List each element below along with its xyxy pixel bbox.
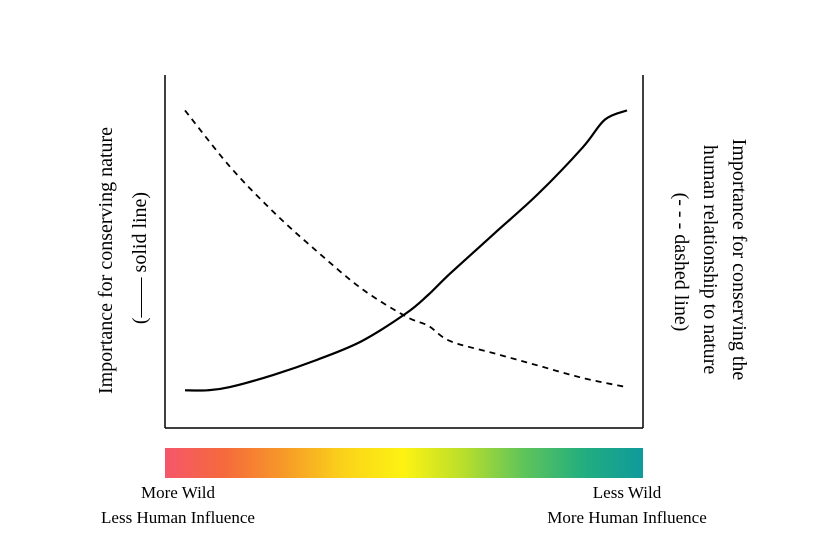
left-axis-label-line1: Importance for conserving nature: [95, 127, 117, 394]
right-axis-label: Importance for conserving the human rela…: [670, 139, 750, 386]
right-axis-label-line2: human relationship to nature: [699, 145, 721, 375]
left-axis-label-line2: (—— solid line): [129, 192, 151, 324]
right-caption: Less Wild More Human Influence: [522, 480, 732, 530]
right-axis-label-line3: (- - - dashed line): [670, 193, 692, 332]
left-caption: More Wild Less Human Influence: [78, 480, 278, 530]
right-axis-label-line1: Importance for conserving the: [728, 139, 750, 381]
left-caption-line1: More Wild: [78, 480, 278, 505]
series-layer: [185, 110, 627, 390]
dashed-line-human-relationship: [185, 110, 627, 387]
left-axis-label: Importance for conserving nature (—— sol…: [95, 122, 151, 394]
wildness-gradient-bar: [165, 448, 643, 478]
solid-line-nature: [185, 110, 627, 390]
right-caption-line2: More Human Influence: [522, 505, 732, 530]
left-caption-line2: Less Human Influence: [78, 505, 278, 530]
right-caption-line1: Less Wild: [522, 480, 732, 505]
